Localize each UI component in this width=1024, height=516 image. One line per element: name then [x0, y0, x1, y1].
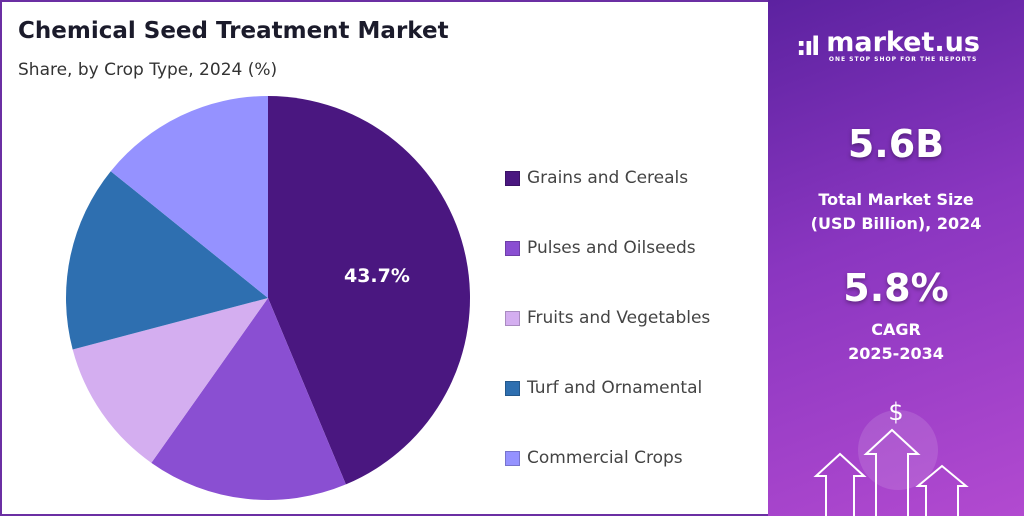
summary-panel: :ıl market.us ONE STOP SHOP FOR THE REPO… — [768, 0, 1024, 516]
legend-item: Pulses and Oilseeds — [505, 213, 710, 283]
legend-item: Fruits and Vegetables — [505, 283, 710, 353]
data-label: 43.7% — [344, 265, 410, 287]
pie-slice-fruits-and-vegetables — [72, 298, 268, 463]
cagr-label: CAGR — [871, 320, 921, 339]
legend-swatch — [505, 450, 520, 466]
svg-text:$: $ — [888, 398, 903, 426]
pie-slice-grains-and-cereals — [268, 96, 470, 485]
legend-swatch — [505, 170, 520, 186]
market-size-label-2: (USD Billion), 2024 — [810, 214, 982, 233]
pie-slice-turf-and-ornamental — [65, 171, 268, 350]
legend-label: Commercial Crops — [527, 448, 683, 468]
pie-chart: 43.7% — [65, 96, 470, 500]
legend-swatch — [505, 310, 520, 326]
logo-icon: :ıl — [796, 31, 820, 62]
chart-title: Chemical Seed Treatment Market — [18, 18, 449, 44]
logo-tagline: ONE STOP SHOP FOR THE REPORTS — [828, 56, 978, 63]
legend-item: Commercial Crops — [505, 423, 710, 493]
legend: Grains and Cereals Pulses and Oilseeds Fru… — [505, 143, 710, 493]
chart-subtitle: Share, by Crop Type, 2024 (%) — [18, 60, 278, 80]
pie-slice-commercial-crops — [110, 96, 269, 298]
legend-label: Turf and Ornamental — [527, 378, 703, 398]
legend-swatch — [505, 240, 520, 256]
legend-label: Grains and Cereals — [527, 168, 689, 188]
legend-label: Fruits and Vegetables — [527, 308, 711, 328]
market-size-value: 5.6B — [847, 122, 945, 166]
legend-label: Pulses and Oilseeds — [527, 238, 696, 258]
legend-item: Turf and Ornamental — [505, 353, 710, 423]
logo-name: market.us — [826, 27, 980, 58]
legend-item: Grains and Cereals — [505, 143, 710, 213]
logo: :ıl market.us ONE STOP SHOP FOR THE REPO… — [796, 27, 980, 63]
legend-swatch — [505, 380, 520, 396]
pie-slice-pulses-and-oilseeds — [151, 298, 346, 500]
market-size-label-1: Total Market Size — [818, 190, 974, 209]
dollar-arrows-icon: $ — [813, 398, 969, 516]
cagr-period: 2025-2034 — [848, 344, 944, 363]
cagr-value: 5.8% — [843, 266, 949, 310]
